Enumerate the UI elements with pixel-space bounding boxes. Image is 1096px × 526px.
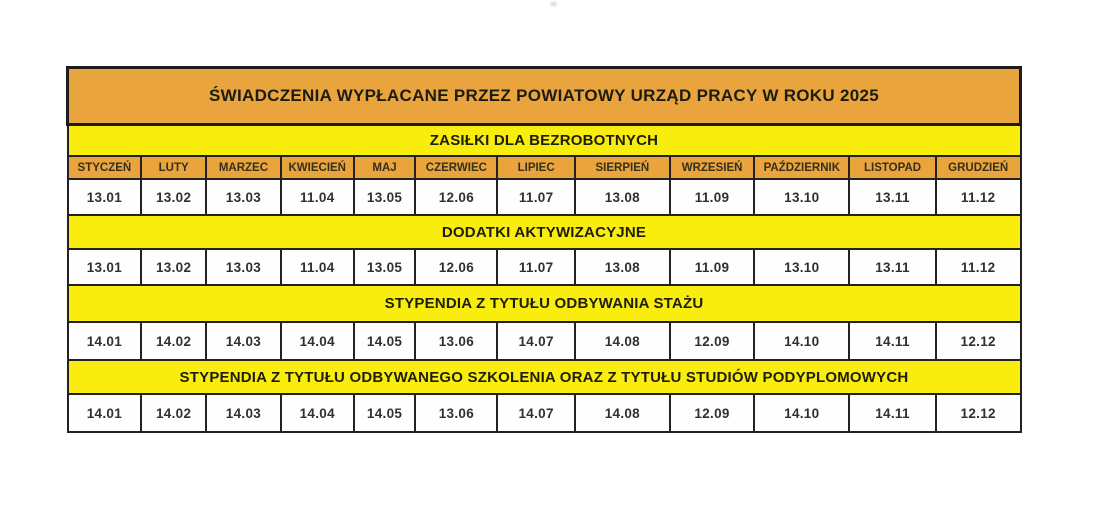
payment-date-cell: 14.04 (279, 321, 355, 361)
payment-date-cell: 11.09 (668, 178, 756, 216)
payment-date-cell: 13.03 (205, 248, 282, 286)
payment-date-cell: 13.06 (414, 321, 499, 361)
month-header-cell: STYCZEŃ (66, 155, 143, 180)
payment-date-cell: 14.04 (279, 393, 355, 433)
month-header-row: STYCZEŃ LUTY MARZEC KWIECIEŃ MAJ CZERWIE… (66, 155, 1022, 180)
payment-date-cell: 11.07 (496, 248, 576, 286)
payment-date-cell: 13.05 (352, 178, 417, 216)
month-header-cell: CZERWIEC (414, 155, 499, 180)
payment-date-cell: 14.02 (140, 393, 208, 433)
payment-date-cell: 14.01 (66, 393, 143, 433)
payment-date-cell: 12.06 (414, 178, 499, 216)
payment-date-cell: 14.02 (140, 321, 208, 361)
month-header-cell: MARZEC (205, 155, 282, 180)
payments-table: ŚWIADCZENIA WYPŁACANE PRZEZ POWIATOWY UR… (66, 66, 1022, 433)
month-header-cell: LISTOPAD (848, 155, 937, 180)
payment-date-cell: 14.07 (496, 393, 576, 433)
payment-date-cell: 14.10 (753, 393, 851, 433)
payment-date-cell: 13.05 (352, 248, 417, 286)
section-header-szkolenia: STYPENDIA Z TYTUŁU ODBYWANEGO SZKOLENIA … (66, 359, 1022, 395)
payment-date-cell: 13.02 (140, 248, 208, 286)
month-header-cell: PAŹDZIERNIK (753, 155, 851, 180)
section-row-dodatki: DODATKI AKTYWIZACYJNE (66, 214, 1022, 250)
payment-date-cell: 14.05 (352, 321, 417, 361)
section-header-dodatki: DODATKI AKTYWIZACYJNE (66, 214, 1022, 250)
payment-date-cell: 11.07 (496, 178, 576, 216)
section-header-staz: STYPENDIA Z TYTUŁU ODBYWANIA STAŻU (66, 284, 1022, 323)
month-header-cell: KWIECIEŃ (279, 155, 355, 180)
dates-row-staz: 14.01 14.02 14.03 14.04 14.05 13.06 14.0… (66, 321, 1022, 361)
title-row: ŚWIADCZENIA WYPŁACANE PRZEZ POWIATOWY UR… (66, 66, 1022, 126)
dates-row-szkolenia: 14.01 14.02 14.03 14.04 14.05 13.06 14.0… (66, 393, 1022, 433)
payment-date-cell: 14.11 (848, 393, 937, 433)
payment-date-cell: 14.03 (205, 393, 282, 433)
payment-date-cell: 13.02 (140, 178, 208, 216)
payment-date-cell: 14.10 (753, 321, 851, 361)
document-title: ŚWIADCZENIA WYPŁACANE PRZEZ POWIATOWY UR… (66, 66, 1022, 126)
payment-date-cell: 11.04 (279, 248, 355, 286)
payment-date-cell: 13.08 (574, 178, 671, 216)
dates-row-dodatki: 13.01 13.02 13.03 11.04 13.05 12.06 11.0… (66, 248, 1022, 286)
month-header-cell: WRZESIEŃ (668, 155, 756, 180)
section-row-szkolenia: STYPENDIA Z TYTUŁU ODBYWANEGO SZKOLENIA … (66, 359, 1022, 395)
payment-date-cell: 14.08 (574, 321, 671, 361)
payment-date-cell: 11.12 (934, 178, 1022, 216)
payment-date-cell: 13.01 (66, 248, 143, 286)
month-header-cell: GRUDZIEŃ (934, 155, 1022, 180)
payment-date-cell: 14.05 (352, 393, 417, 433)
payment-date-cell: 13.10 (753, 178, 851, 216)
month-header-cell: MAJ (352, 155, 417, 180)
month-header-cell: SIERPIEŃ (574, 155, 671, 180)
section-row-staz: STYPENDIA Z TYTUŁU ODBYWANIA STAŻU (66, 284, 1022, 323)
payment-date-cell: 13.03 (205, 178, 282, 216)
payment-date-cell: 14.01 (66, 321, 143, 361)
payment-date-cell: 14.08 (574, 393, 671, 433)
section-row-zasilki: ZASIŁKI DLA BEZROBOTNYCH (66, 123, 1022, 157)
payment-date-cell: 13.06 (414, 393, 499, 433)
payment-date-cell: 14.03 (205, 321, 282, 361)
dates-row-zasilki: 13.01 13.02 13.03 11.04 13.05 12.06 11.0… (66, 178, 1022, 216)
payment-date-cell: 11.04 (279, 178, 355, 216)
payment-date-cell: 13.10 (753, 248, 851, 286)
payment-date-cell: 12.12 (934, 393, 1022, 433)
section-header-zasilki: ZASIŁKI DLA BEZROBOTNYCH (66, 123, 1022, 157)
payment-date-cell: 12.09 (668, 321, 756, 361)
payment-date-cell: 11.09 (668, 248, 756, 286)
payment-date-cell: 13.11 (848, 248, 937, 286)
payment-date-cell: 14.11 (848, 321, 937, 361)
payment-date-cell: 12.12 (934, 321, 1022, 361)
payment-date-cell: 13.08 (574, 248, 671, 286)
payment-date-cell: 13.11 (848, 178, 937, 216)
payment-date-cell: 14.07 (496, 321, 576, 361)
scan-artifact (550, 2, 557, 6)
payment-date-cell: 13.01 (66, 178, 143, 216)
payment-date-cell: 11.12 (934, 248, 1022, 286)
payment-date-cell: 12.06 (414, 248, 499, 286)
month-header-cell: LIPIEC (496, 155, 576, 180)
month-header-cell: LUTY (140, 155, 208, 180)
payment-date-cell: 12.09 (668, 393, 756, 433)
